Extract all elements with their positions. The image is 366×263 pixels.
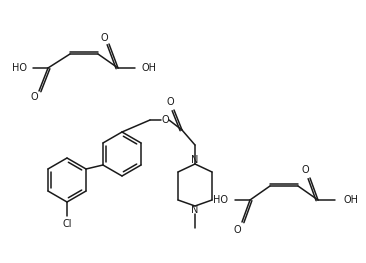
Text: N: N	[191, 205, 199, 215]
Text: Cl: Cl	[62, 219, 72, 229]
Text: OH: OH	[142, 63, 157, 73]
Text: O: O	[301, 165, 309, 175]
Text: O: O	[30, 92, 38, 102]
Text: O: O	[233, 225, 241, 235]
Text: OH: OH	[343, 195, 358, 205]
Text: HO: HO	[213, 195, 228, 205]
Text: HO: HO	[12, 63, 27, 73]
Text: O: O	[161, 115, 169, 125]
Text: O: O	[100, 33, 108, 43]
Text: O: O	[166, 97, 174, 107]
Text: N: N	[191, 155, 199, 165]
